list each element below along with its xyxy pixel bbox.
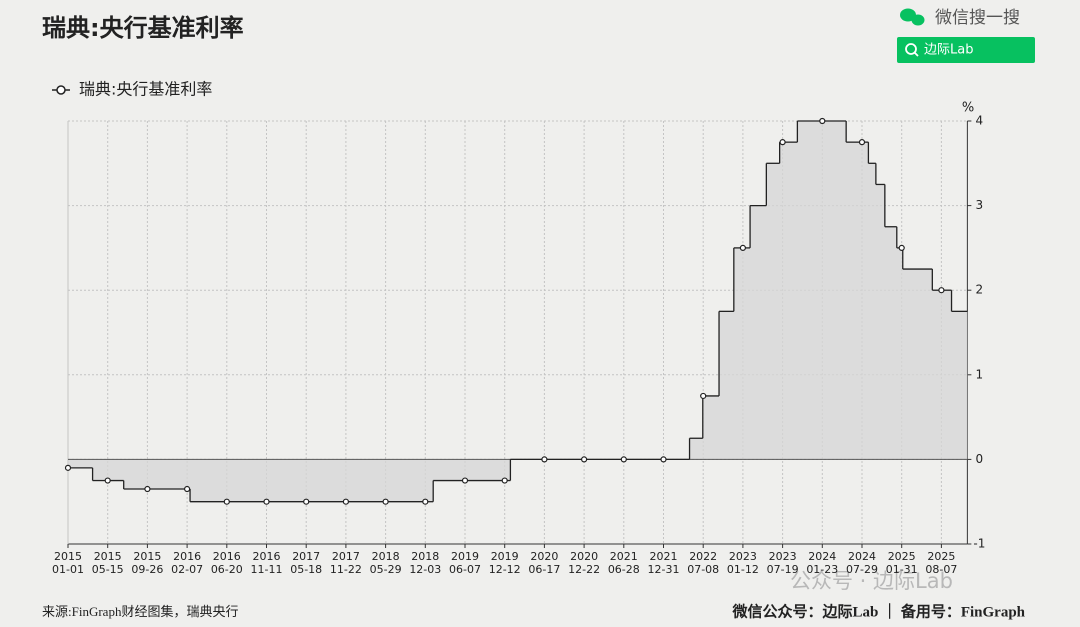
legend-marker <box>56 85 66 95</box>
x-tick-label: 2019 <box>491 550 519 563</box>
x-tick-label: 02-07 <box>171 563 203 576</box>
x-tick-label: 2020 <box>570 550 598 563</box>
x-tick-label: 12-03 <box>409 563 441 576</box>
search-icon-handle <box>913 51 919 57</box>
point-marker <box>541 456 548 463</box>
search-button[interactable] <box>897 37 1035 63</box>
accounts: 微信公众号：边际Lab ｜ 备用号：FinGraph <box>731 602 1025 620</box>
y-tick-label: -1 <box>973 537 985 551</box>
x-tick-label: 2019 <box>451 550 479 563</box>
x-tick-label: 2018 <box>411 550 439 563</box>
y-tick-label: 0 <box>976 452 984 466</box>
x-tick-label: 01-01 <box>52 563 84 576</box>
point-marker <box>144 485 151 493</box>
point-marker <box>819 117 826 125</box>
point-marker <box>938 287 945 294</box>
x-tick-label: 2024 <box>808 550 836 563</box>
x-tick-label: 12-31 <box>648 563 680 576</box>
x-tick-label: 09-26 <box>131 563 163 576</box>
x-tick-label: 08-07 <box>925 563 957 576</box>
point-marker <box>342 498 349 505</box>
x-tick-label: 05-18 <box>290 563 322 576</box>
x-tick-label: 06-28 <box>608 563 640 576</box>
point-marker <box>779 139 786 146</box>
x-tick-label: 2025 <box>927 550 955 563</box>
point-marker <box>501 477 508 484</box>
x-tick-label: 07-29 <box>846 563 878 576</box>
area-fill <box>68 121 968 502</box>
x-tick-label: 2016 <box>253 550 281 563</box>
x-tick-label: 2025 <box>888 550 916 563</box>
x-tick-label: 2017 <box>292 550 320 563</box>
chart-title: 瑞典:央行基准利率 <box>42 14 244 42</box>
point-marker <box>223 498 230 505</box>
x-tick-label: 2015 <box>94 550 122 563</box>
point-marker <box>700 392 707 400</box>
x-tick-label: 11-11 <box>251 563 283 576</box>
wechat-icon <box>900 8 925 26</box>
x-tick-label: 06-07 <box>449 563 481 576</box>
x-tick-label: 05-15 <box>92 563 124 576</box>
y-tick-label: 2 <box>976 283 984 297</box>
x-tick-label: 2021 <box>650 550 678 563</box>
x-tick-label: 12-22 <box>568 563 600 576</box>
x-tick-label: 2016 <box>173 550 201 563</box>
point-marker <box>898 244 905 251</box>
x-tick-label: 2018 <box>372 550 400 563</box>
x-tick-label: 2023 <box>729 550 757 563</box>
x-tick-label: 2016 <box>213 550 241 563</box>
x-tick-label: 2015 <box>133 550 161 563</box>
y-tick-label: 1 <box>976 367 984 381</box>
x-tick-label: 2017 <box>332 550 360 563</box>
x-tick-label: 07-19 <box>767 563 799 576</box>
point-marker <box>263 498 270 505</box>
point-marker <box>858 139 866 146</box>
x-tick-label: 12-12 <box>489 563 521 576</box>
x-tick-label: 2015 <box>54 550 82 563</box>
y-axis-unit: % <box>962 101 974 116</box>
point-marker <box>382 498 389 505</box>
point-marker <box>104 477 111 484</box>
x-tick-label: 06-20 <box>211 563 243 576</box>
x-tick-label: 01-23 <box>806 563 838 576</box>
point-marker <box>580 456 588 463</box>
point-marker <box>64 464 72 471</box>
plot: -101234201501-01201505-15201509-26201602… <box>52 114 985 577</box>
point-marker <box>461 477 469 484</box>
x-tick-label: 2023 <box>769 550 797 563</box>
watermark: 公众号 · 边际Lab <box>790 569 953 593</box>
y-tick-label: 4 <box>976 114 984 128</box>
point-marker <box>422 498 429 505</box>
x-tick-label: 2021 <box>610 550 638 563</box>
point-marker <box>620 456 627 463</box>
x-tick-label: 11-22 <box>330 563 362 576</box>
x-tick-label: 2020 <box>530 550 558 563</box>
search-icon <box>905 43 917 55</box>
source: 来源:FinGraph财经图集，瑞典央行 <box>42 604 238 619</box>
x-tick-label: 01-31 <box>886 563 918 576</box>
legend-label: 瑞典:央行基准利率 <box>79 80 212 99</box>
x-tick-label: 06-17 <box>528 563 560 576</box>
point-marker <box>660 456 667 463</box>
point-marker <box>184 485 191 493</box>
search-button-label[interactable]: 边际Lab <box>924 43 973 58</box>
search-label: 微信搜一搜 <box>935 8 1020 28</box>
x-tick-label: 05-29 <box>370 563 402 576</box>
point-marker <box>303 498 310 505</box>
x-tick-label: 2022 <box>689 550 717 563</box>
x-tick-label: 07-08 <box>687 563 719 576</box>
x-tick-label: 2024 <box>848 550 876 563</box>
y-tick-label: 3 <box>976 198 984 212</box>
point-marker <box>739 244 747 251</box>
x-tick-label: 01-12 <box>727 563 759 576</box>
